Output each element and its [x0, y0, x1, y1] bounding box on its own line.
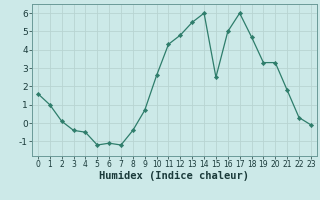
X-axis label: Humidex (Indice chaleur): Humidex (Indice chaleur) [100, 171, 249, 181]
